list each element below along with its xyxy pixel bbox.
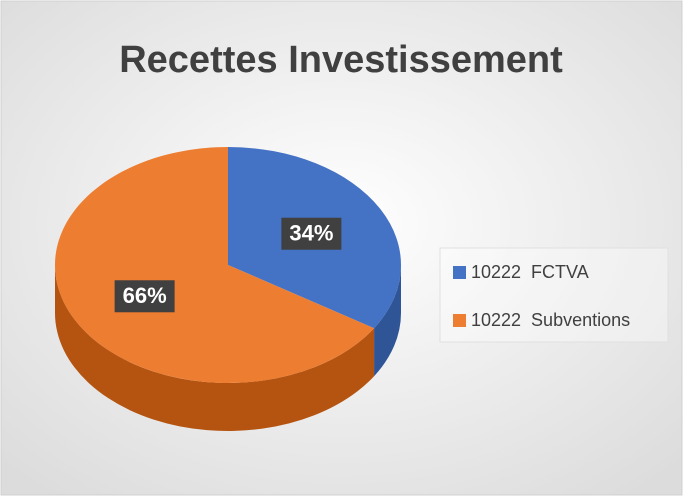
legend-label: 10222 Subventions bbox=[471, 310, 630, 330]
legend-swatch bbox=[453, 314, 466, 327]
chart-title: Recettes Investissement bbox=[119, 39, 563, 81]
legend-label: 10222 FCTVA bbox=[471, 262, 589, 282]
data-label: 66% bbox=[123, 283, 167, 308]
legend-box bbox=[439, 247, 669, 343]
pie-slice bbox=[54, 147, 375, 383]
pie-side bbox=[54, 265, 375, 432]
pie-side bbox=[374, 265, 401, 377]
legend-swatch bbox=[453, 266, 466, 279]
data-label: 34% bbox=[289, 221, 333, 246]
data-label-box bbox=[114, 280, 175, 313]
data-label-box bbox=[281, 217, 342, 250]
